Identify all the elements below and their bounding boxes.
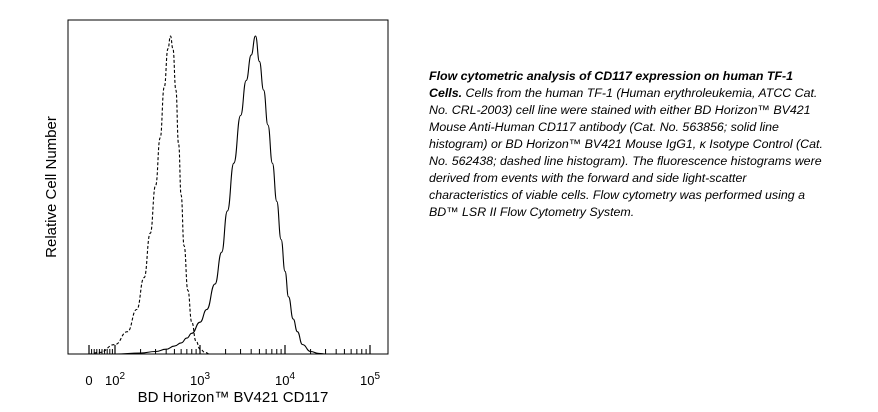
x-tick-label: 105 — [360, 371, 380, 388]
x-axis-title: BD Horizon™ BV421 CD117 — [138, 389, 329, 406]
x-tick-label: 0 — [85, 373, 92, 388]
tick-labels: 0 102 103 104 105 — [85, 371, 380, 388]
isotype-control-histogram — [88, 35, 210, 355]
histogram-chart: 0 102 103 104 105 BD Horizon™ BV421 CD117 Re… — [43, 19, 389, 406]
major-ticks — [88, 345, 371, 354]
caption-body: Cells from the human TF-1 (Human erythro… — [429, 86, 823, 219]
plot-frame — [67, 19, 389, 355]
minor-ticks — [91, 349, 367, 354]
series-layer — [88, 35, 326, 355]
x-tick-label: 102 — [105, 371, 125, 388]
cd117-histogram — [114, 35, 326, 355]
x-tick-label: 104 — [275, 371, 295, 388]
caption-title: Flow cytometric analysis of CD117 expres… — [429, 69, 794, 100]
y-axis-title: Relative Cell Number — [43, 116, 60, 258]
x-tick-label: 103 — [190, 371, 210, 388]
figure-caption: Flow cytometric analysis of CD117 expres… — [429, 68, 829, 221]
